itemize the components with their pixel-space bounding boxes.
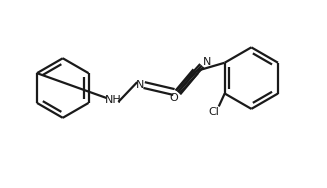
- Text: N: N: [203, 58, 211, 67]
- Text: NH: NH: [105, 95, 122, 105]
- Text: N: N: [136, 80, 144, 90]
- Text: O: O: [169, 93, 178, 103]
- Text: Cl: Cl: [208, 107, 219, 118]
